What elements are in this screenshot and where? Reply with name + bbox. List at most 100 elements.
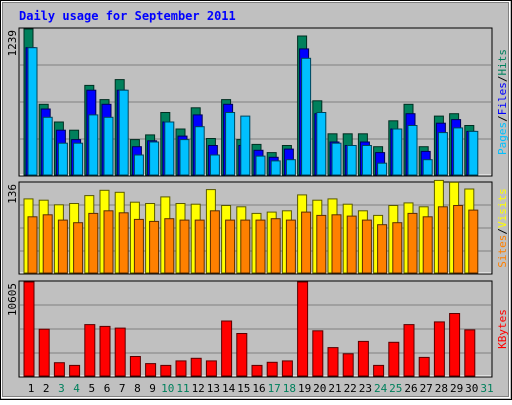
bar-kbytes-day-13 xyxy=(205,360,217,377)
bar-sites-day-4 xyxy=(73,222,84,274)
bar-sites-day-30 xyxy=(468,209,479,274)
bar-pages-day-9 xyxy=(149,141,160,176)
bar-kbytes-day-1 xyxy=(23,281,35,377)
x-tick-label-day-27: 27 xyxy=(420,382,433,395)
bar-kbytes-day-26 xyxy=(403,324,415,377)
x-tick-label-day-16: 16 xyxy=(252,382,265,395)
bar-kbytes-day-25 xyxy=(388,341,400,377)
legend-entry-files: Files xyxy=(496,82,509,115)
bar-kbytes-day-16 xyxy=(251,364,263,377)
bar-pages-day-26 xyxy=(407,125,418,176)
bar-pages-day-14 xyxy=(225,112,236,176)
bar-kbytes-day-10 xyxy=(160,364,172,377)
bar-pages-day-4 xyxy=(73,142,84,176)
x-axis-tick-labels: 1 2 3 4 5 6 7 8 9 10 11 12 13 14 15 16 17 18 19 20 21 22 23 24 2… xyxy=(28,382,494,395)
bar-kbytes-day-24 xyxy=(373,364,385,377)
bar-pages-day-13 xyxy=(209,154,220,176)
x-tick-label-day-12: 12 xyxy=(192,382,205,395)
bar-sites-day-18 xyxy=(285,219,296,274)
bar-sites-day-15 xyxy=(240,219,251,274)
bar-kbytes-day-9 xyxy=(145,363,157,377)
bar-pages-day-21 xyxy=(331,142,342,176)
bar-pages-day-19 xyxy=(301,57,312,176)
bar-kbytes-day-8 xyxy=(129,356,141,377)
bar-sites-day-26 xyxy=(407,212,418,274)
bar-pages-day-22 xyxy=(346,145,357,176)
bar-pages-day-17 xyxy=(270,160,281,176)
x-tick-label-day-21: 21 xyxy=(328,382,341,395)
bar-sites-day-27 xyxy=(422,216,433,274)
chart-title: Daily usage for September 2011 xyxy=(19,9,236,23)
x-tick-label-day-6: 6 xyxy=(104,382,111,395)
bar-sites-day-1 xyxy=(27,216,38,274)
panel-visits-sites: 136 Sites/Visits xyxy=(6,179,509,275)
legend-separator: / xyxy=(496,228,509,235)
y-axis-max-label: 10605 xyxy=(6,283,19,316)
bar-sites-day-10 xyxy=(164,218,175,274)
bar-sites-day-29 xyxy=(453,205,464,274)
x-tick-label-day-13: 13 xyxy=(207,382,220,395)
chart-frame-inner-light xyxy=(1,1,510,398)
x-tick-label-day-23: 23 xyxy=(359,382,372,395)
bar-pages-day-10 xyxy=(164,121,175,176)
bar-kbytes-day-22 xyxy=(342,353,354,377)
y-axis-max-label: 136 xyxy=(6,184,19,204)
right-axis-legend-label: Sites/Visits xyxy=(496,188,509,268)
chart-panels: 1239Pages/Files/Hits136Sites/Visits10605… xyxy=(6,27,509,378)
bar-pages-day-16 xyxy=(255,155,266,176)
bar-sites-day-9 xyxy=(149,220,160,274)
bar-sites-day-12 xyxy=(194,219,205,274)
right-axis-legend-label: Pages/Files/Hits xyxy=(496,49,509,155)
legend-entry-pages: Pages xyxy=(496,122,509,155)
x-tick-label-day-20: 20 xyxy=(313,382,326,395)
x-tick-label-day-4: 4 xyxy=(73,382,80,395)
bar-sites-day-11 xyxy=(179,219,190,274)
bar-sites-day-21 xyxy=(331,214,342,274)
bar-kbytes-day-11 xyxy=(175,360,187,377)
x-tick-label-day-24: 24 xyxy=(374,382,388,395)
bar-kbytes-day-29 xyxy=(449,313,461,377)
bar-pages-day-12 xyxy=(194,126,205,176)
bar-sites-day-2 xyxy=(42,214,53,274)
bar-kbytes-day-5 xyxy=(84,324,96,377)
bar-pages-day-15 xyxy=(240,115,251,176)
bar-sites-day-17 xyxy=(270,218,281,274)
bar-pages-day-5 xyxy=(88,114,99,176)
bar-kbytes-day-27 xyxy=(418,356,430,377)
x-tick-label-day-19: 19 xyxy=(298,382,311,395)
bar-kbytes-day-17 xyxy=(266,361,278,377)
bar-sites-day-22 xyxy=(346,215,357,274)
bar-pages-day-11 xyxy=(179,139,190,176)
bar-sites-day-14 xyxy=(225,219,236,274)
bar-pages-day-23 xyxy=(361,145,372,176)
bar-kbytes-day-20 xyxy=(312,330,324,377)
bar-pages-day-30 xyxy=(468,130,479,176)
bar-kbytes-day-3 xyxy=(53,362,65,377)
bar-sites-day-23 xyxy=(361,219,372,274)
bar-sites-day-3 xyxy=(57,219,68,274)
bar-sites-day-28 xyxy=(437,206,448,274)
bar-pages-day-3 xyxy=(57,142,68,176)
chart-frame-inner-dark xyxy=(2,2,509,397)
bar-kbytes-day-6 xyxy=(99,325,111,377)
x-tick-label-day-26: 26 xyxy=(404,382,417,395)
bar-pages-day-25 xyxy=(392,128,403,176)
bar-pages-day-20 xyxy=(316,112,327,176)
legend-entry-kbytes: KBytes xyxy=(496,309,509,349)
x-tick-label-day-3: 3 xyxy=(58,382,65,395)
bar-pages-day-7 xyxy=(118,89,129,176)
bar-kbytes-day-23 xyxy=(357,340,369,377)
legend-entry-visits: Visits xyxy=(496,188,509,228)
bar-sites-day-16 xyxy=(255,219,266,274)
x-tick-label-day-2: 2 xyxy=(43,382,50,395)
legend-separator: / xyxy=(496,76,509,83)
bar-kbytes-day-2 xyxy=(38,328,50,377)
bar-kbytes-day-12 xyxy=(190,357,202,377)
x-tick-label-day-17: 17 xyxy=(268,382,281,395)
bar-pages-day-1 xyxy=(27,47,38,176)
bar-pages-day-8 xyxy=(133,154,144,176)
x-tick-label-day-5: 5 xyxy=(88,382,95,395)
x-tick-label-day-15: 15 xyxy=(237,382,250,395)
x-tick-label-day-11: 11 xyxy=(176,382,189,395)
